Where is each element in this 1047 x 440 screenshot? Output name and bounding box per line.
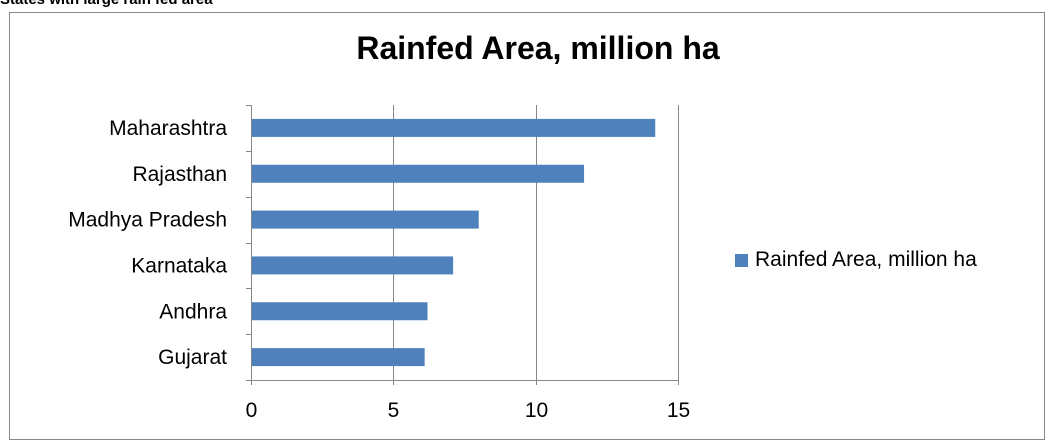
category-label: Maharashtra <box>109 117 227 140</box>
chart-frame <box>9 12 1045 440</box>
bar <box>252 348 425 367</box>
page-heading: States with large rain fed area <box>0 0 213 8</box>
legend-swatch <box>735 253 748 267</box>
bar <box>252 256 454 275</box>
chart-title: Rainfed Area, million ha <box>356 30 720 66</box>
bar <box>252 118 656 137</box>
x-tick-label: 10 <box>525 399 548 422</box>
bar <box>252 164 585 183</box>
legend-label: Rainfed Area, million ha <box>755 248 977 271</box>
category-label: Rajasthan <box>132 163 227 186</box>
bar <box>252 210 479 229</box>
category-label: Madhya Pradesh <box>68 209 227 232</box>
legend: Rainfed Area, million ha <box>735 248 977 272</box>
category-label: Karnataka <box>131 254 227 277</box>
bar <box>252 302 428 321</box>
category-label: Gujarat <box>158 346 227 369</box>
category-label: Andhra <box>159 300 227 323</box>
x-tick-label: 15 <box>667 399 690 422</box>
x-tick-label: 0 <box>246 399 258 422</box>
x-tick-label: 5 <box>388 399 400 422</box>
